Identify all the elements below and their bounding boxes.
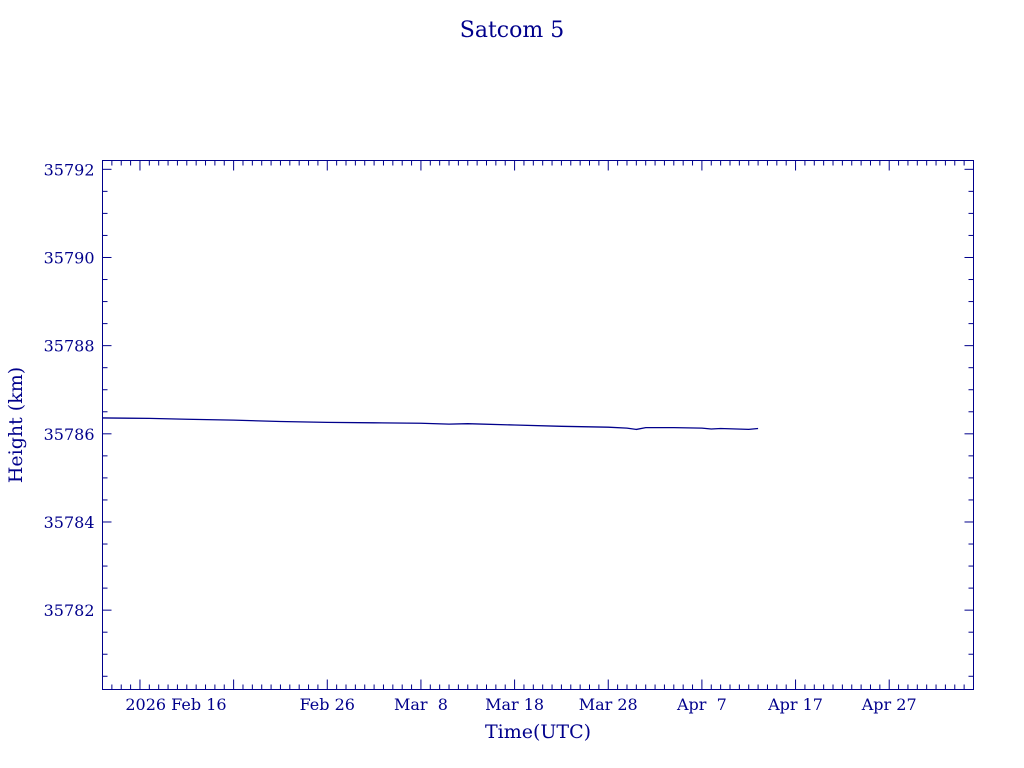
x-tick-label: Mar 8 <box>394 695 448 714</box>
x-tick-label: Apr 17 <box>767 695 823 714</box>
x-tick-label: 2026 Feb 16 <box>125 695 226 714</box>
y-tick-label: 35786 <box>44 425 95 444</box>
x-tick-label: Mar 28 <box>579 695 638 714</box>
x-axis-title: Time(UTC) <box>485 721 591 743</box>
x-tick-label: Feb 26 <box>300 695 355 714</box>
chart-title: Satcom 5 <box>460 18 564 43</box>
y-axis-title: Height (km) <box>5 367 27 483</box>
plot-frame <box>102 160 974 690</box>
x-tick-label: Mar 18 <box>485 695 544 714</box>
x-tick-label: Apr 27 <box>861 695 917 714</box>
y-tick-label: 35784 <box>44 513 95 532</box>
series-layer <box>102 417 759 431</box>
series-line <box>102 417 759 431</box>
x-tick-label: Apr 7 <box>676 695 727 714</box>
y-tick-label: 35782 <box>44 601 95 620</box>
y-tick-label: 35792 <box>44 160 95 179</box>
y-tick-label: 35788 <box>44 337 95 356</box>
y-axis: 35782 35784 35786 35788 35790 35792 <box>44 160 974 677</box>
x-axis: 2026 Feb 16 Feb 26 Mar 8 Mar 18 Mar 28 Apr 7 A… <box>102 160 974 714</box>
y-tick-label: 35790 <box>44 248 95 267</box>
